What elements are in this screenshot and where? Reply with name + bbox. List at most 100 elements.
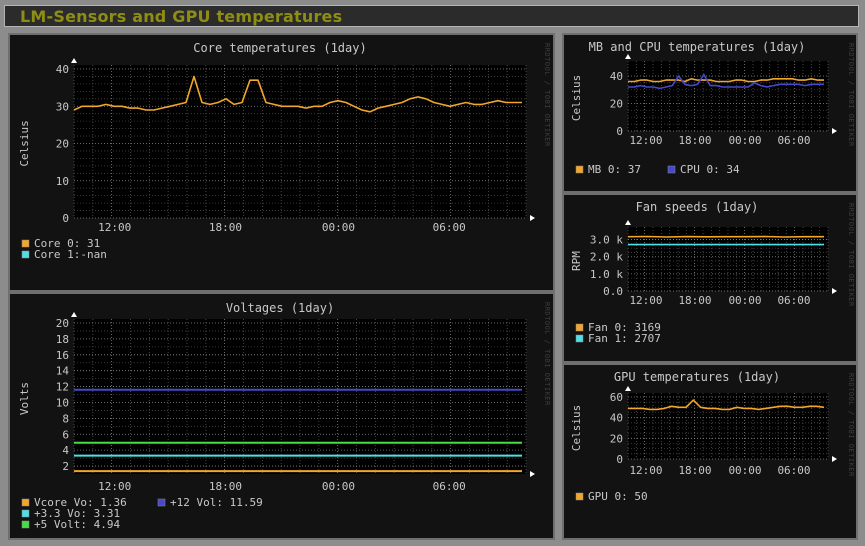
- y-tick-label: 14: [56, 365, 70, 378]
- y-axis-label: Celsius: [18, 120, 31, 166]
- y-tick-label: 20: [610, 432, 623, 445]
- chart-gpu: GPU temperatures (1day) RRDTOOL / TOBI OE…: [570, 370, 855, 503]
- x-tick-label: 00:00: [728, 294, 761, 307]
- y-tick-label: 30: [56, 100, 69, 113]
- legend-item: CPU 0: 34: [680, 163, 740, 176]
- y-tick-label: 40: [610, 412, 623, 425]
- legend-item: +3.3 Vo: 3.31: [34, 507, 120, 520]
- plot-area: [74, 319, 526, 474]
- y-tick-label: 0: [62, 212, 69, 225]
- x-tick-label: 06:00: [433, 221, 466, 234]
- rrdtool-watermark: RRDTOOL / TOBI OETIKER: [847, 373, 855, 477]
- x-tick-label: 18:00: [678, 134, 711, 147]
- y-tick-label: 6: [62, 428, 69, 441]
- y-tick-label: 3.0 k: [590, 234, 623, 247]
- legend-swatch: [575, 334, 584, 343]
- x-tick-label: 18:00: [678, 464, 711, 477]
- legend-item: Core 1:-nan: [34, 248, 107, 261]
- legend-item: Fan 1: 2707: [588, 332, 661, 345]
- series-line: [628, 399, 825, 411]
- x-tick-label: 18:00: [209, 221, 242, 234]
- y-tick-label: 20: [56, 138, 69, 151]
- x-tick-label: 12:00: [629, 464, 662, 477]
- y-tick-label: 20: [610, 98, 623, 111]
- chart-voltages: Voltages (1day) RRDTOOL / TOBI OETIKER Vol…: [18, 301, 551, 531]
- y-tick-label: 12: [56, 381, 69, 394]
- legend-swatch: [21, 239, 30, 248]
- y-tick-label: 1.0 k: [590, 268, 623, 281]
- y-tick-label: 4: [62, 444, 69, 457]
- chart-mb-cpu: MB and CPU temperatures (1day) RRDTOOL / …: [570, 40, 855, 176]
- x-tick-label: 12:00: [98, 480, 131, 493]
- legend-item: Core 0: 31: [34, 237, 100, 250]
- series-line: [627, 235, 824, 238]
- plot-area: [628, 61, 828, 131]
- x-tick-label: 12:00: [629, 134, 662, 147]
- y-tick-label: 40: [610, 70, 623, 83]
- legend-swatch: [575, 323, 584, 332]
- legend-swatch: [575, 492, 584, 501]
- x-tick-label: 06:00: [433, 480, 466, 493]
- page-header: LM-Sensors and GPU temperatures: [4, 5, 859, 27]
- series-line: [628, 77, 824, 83]
- rrdtool-watermark: RRDTOOL / TOBI OETIKER: [543, 302, 551, 406]
- y-tick-label: 0: [616, 453, 623, 466]
- y-tick-label: 60: [610, 391, 623, 404]
- y-axis-label: RPM: [570, 251, 583, 271]
- x-tick-label: 00:00: [728, 134, 761, 147]
- panel-fan: Fan speeds (1day) RRDTOOL / TOBI OETIKER R…: [562, 193, 858, 363]
- panel-mb-cpu: MB and CPU temperatures (1day) RRDTOOL / …: [562, 33, 858, 193]
- x-tick-label: 12:00: [629, 294, 662, 307]
- x-tick-label: 18:00: [209, 480, 242, 493]
- legend-item: MB 0: 37: [588, 163, 641, 176]
- legend-swatch: [21, 498, 30, 507]
- legend-item: +12 Vol: 11.59: [170, 496, 263, 509]
- chart-fan: Fan speeds (1day) RRDTOOL / TOBI OETIKER R…: [570, 200, 855, 345]
- y-axis-label: Volts: [18, 382, 31, 415]
- y-tick-label: 20: [56, 317, 69, 330]
- legend-swatch: [21, 250, 30, 259]
- x-tick-label: 00:00: [322, 480, 355, 493]
- y-tick-label: 10: [56, 396, 69, 409]
- y-axis-label: Celsius: [570, 75, 583, 121]
- series-line: [73, 75, 522, 113]
- x-tick-label: 18:00: [678, 294, 711, 307]
- x-tick-label: 12:00: [98, 221, 131, 234]
- series-line: [628, 73, 824, 90]
- chart-title: Fan speeds (1day): [636, 200, 759, 214]
- y-tick-label: 16: [56, 349, 69, 362]
- chart-title: Voltages (1day): [226, 301, 334, 315]
- legend-item: Fan 0: 3169: [588, 321, 661, 334]
- chart-title: Core temperatures (1day): [193, 41, 366, 55]
- panel-voltages: Voltages (1day) RRDTOOL / TOBI OETIKER Vol…: [8, 292, 555, 540]
- y-tick-label: 10: [56, 175, 69, 188]
- x-tick-label: 00:00: [728, 464, 761, 477]
- legend-swatch: [21, 520, 30, 529]
- chart-core: Core temperatures (1day) RRDTOOL / TOBI O…: [18, 41, 551, 261]
- x-tick-label: 06:00: [777, 134, 810, 147]
- y-tick-label: 8: [62, 412, 69, 425]
- y-tick-label: 40: [56, 63, 69, 76]
- plot-area: [628, 227, 828, 291]
- y-tick-label: 2: [62, 460, 69, 473]
- chart-title: GPU temperatures (1day): [614, 370, 780, 384]
- y-tick-label: 2.0 k: [590, 251, 623, 264]
- y-tick-label: 0: [616, 125, 623, 138]
- chart-title: MB and CPU temperatures (1day): [589, 40, 806, 54]
- y-tick-label: 0.0: [603, 285, 623, 298]
- x-tick-label: 00:00: [322, 221, 355, 234]
- legend-item: Vcore Vo: 1.36: [34, 496, 127, 509]
- legend-swatch: [667, 165, 676, 174]
- plot-area: [74, 65, 526, 218]
- rrdtool-watermark: RRDTOOL / TOBI OETIKER: [847, 43, 855, 147]
- legend-item: GPU 0: 50: [588, 490, 648, 503]
- rrdtool-watermark: RRDTOOL / TOBI OETIKER: [847, 203, 855, 307]
- panel-gpu: GPU temperatures (1day) RRDTOOL / TOBI OE…: [562, 363, 858, 540]
- legend-swatch: [21, 509, 30, 518]
- x-tick-label: 06:00: [777, 294, 810, 307]
- legend-item: +5 Volt: 4.94: [34, 518, 120, 531]
- panel-core: Core temperatures (1day) RRDTOOL / TOBI O…: [8, 33, 555, 292]
- x-tick-label: 06:00: [777, 464, 810, 477]
- y-tick-label: 18: [56, 333, 69, 346]
- legend-swatch: [575, 165, 584, 174]
